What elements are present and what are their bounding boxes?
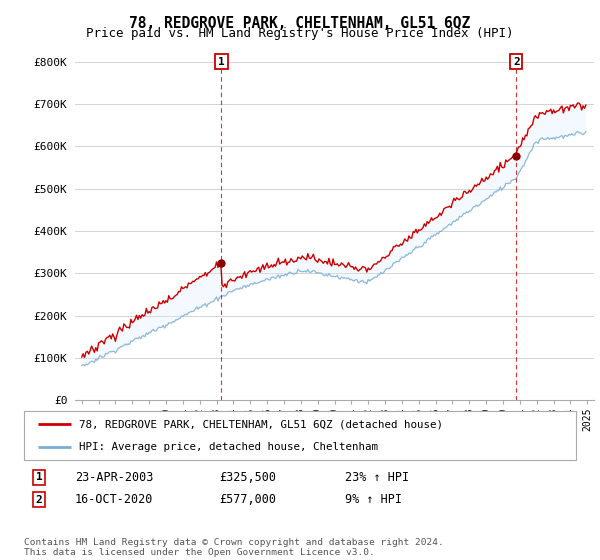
Text: Contains HM Land Registry data © Crown copyright and database right 2024.
This d: Contains HM Land Registry data © Crown c… — [24, 538, 444, 557]
Text: Price paid vs. HM Land Registry's House Price Index (HPI): Price paid vs. HM Land Registry's House … — [86, 27, 514, 40]
Text: 1: 1 — [218, 57, 225, 67]
Text: 9% ↑ HPI: 9% ↑ HPI — [345, 493, 402, 506]
Text: 16-OCT-2020: 16-OCT-2020 — [75, 493, 154, 506]
Text: 78, REDGROVE PARK, CHELTENHAM, GL51 6QZ: 78, REDGROVE PARK, CHELTENHAM, GL51 6QZ — [130, 16, 470, 31]
Text: HPI: Average price, detached house, Cheltenham: HPI: Average price, detached house, Chel… — [79, 442, 378, 452]
Text: 23-APR-2003: 23-APR-2003 — [75, 470, 154, 484]
Text: 78, REDGROVE PARK, CHELTENHAM, GL51 6QZ (detached house): 78, REDGROVE PARK, CHELTENHAM, GL51 6QZ … — [79, 419, 443, 430]
Text: 1: 1 — [35, 472, 43, 482]
Text: 2: 2 — [513, 57, 520, 67]
Text: £577,000: £577,000 — [219, 493, 276, 506]
Text: 23% ↑ HPI: 23% ↑ HPI — [345, 470, 409, 484]
Text: 2: 2 — [35, 494, 43, 505]
Text: £325,500: £325,500 — [219, 470, 276, 484]
